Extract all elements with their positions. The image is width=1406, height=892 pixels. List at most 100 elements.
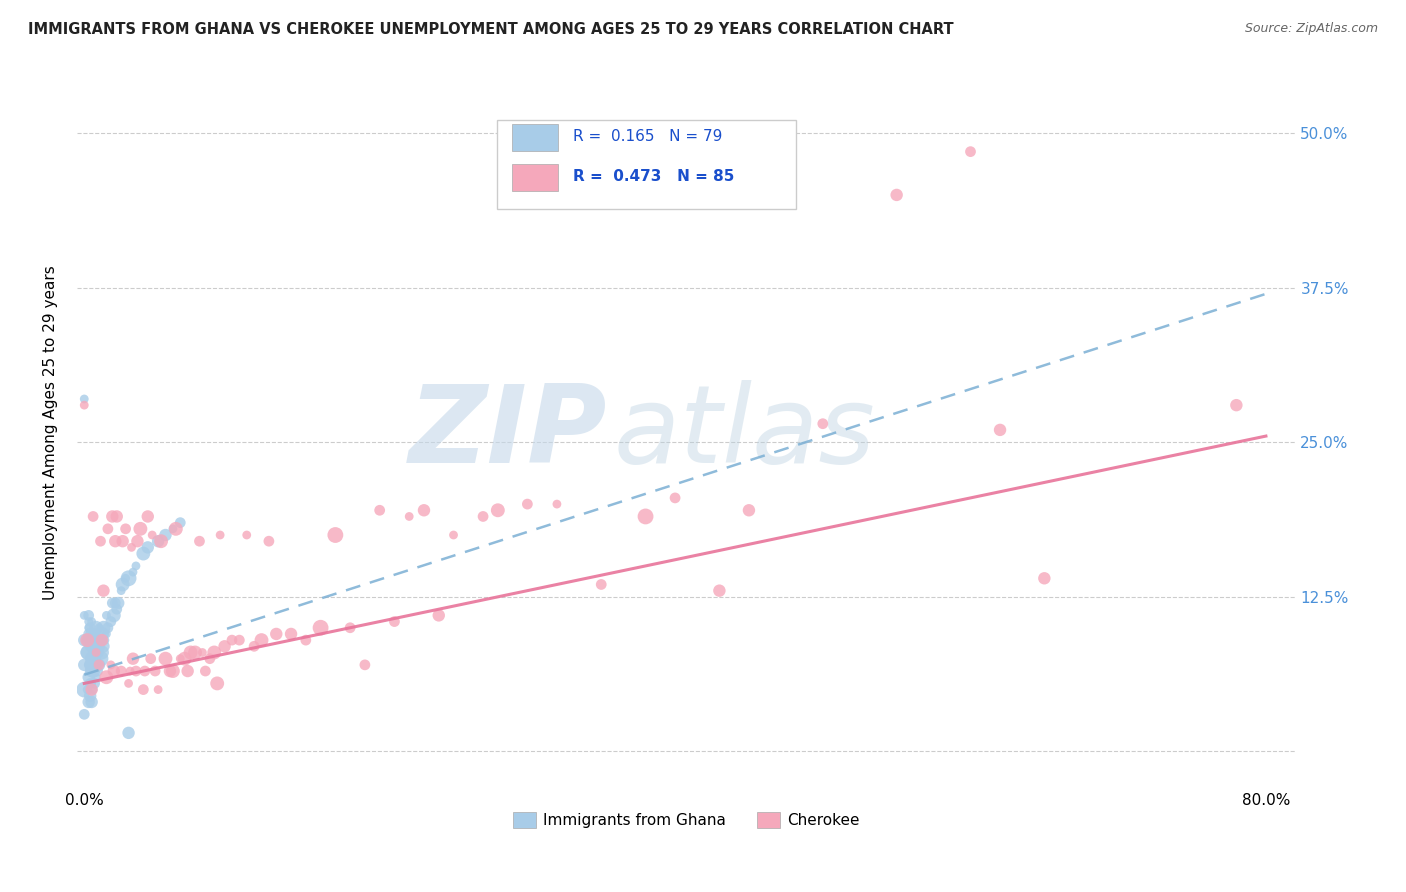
Point bbox=[79, 676, 101, 690]
Point bbox=[83, 657, 105, 672]
Point bbox=[76, 633, 98, 648]
Point bbox=[83, 676, 105, 690]
Point bbox=[82, 633, 104, 648]
Point bbox=[114, 522, 136, 536]
Point bbox=[111, 534, 134, 549]
Point bbox=[77, 645, 100, 659]
Point bbox=[87, 640, 110, 654]
Point bbox=[76, 682, 98, 697]
Point bbox=[79, 640, 101, 654]
Point bbox=[110, 664, 132, 678]
Point bbox=[339, 621, 361, 635]
Point bbox=[80, 676, 103, 690]
Point bbox=[97, 621, 120, 635]
Point bbox=[250, 633, 273, 648]
Point bbox=[77, 633, 100, 648]
Point bbox=[87, 657, 110, 672]
Point bbox=[413, 503, 436, 517]
Point bbox=[80, 615, 103, 629]
Point bbox=[738, 503, 761, 517]
Point bbox=[79, 621, 101, 635]
Point bbox=[221, 633, 243, 648]
Point bbox=[79, 651, 101, 665]
Point bbox=[84, 670, 107, 684]
Point bbox=[117, 726, 139, 740]
Point bbox=[80, 640, 103, 654]
Point bbox=[83, 645, 105, 659]
Point bbox=[103, 608, 125, 623]
Text: atlas: atlas bbox=[613, 381, 875, 485]
Point bbox=[1225, 398, 1247, 412]
Point bbox=[79, 664, 101, 678]
Point bbox=[73, 633, 96, 648]
Point bbox=[105, 509, 128, 524]
Point bbox=[173, 651, 195, 665]
Point bbox=[136, 541, 159, 555]
Point bbox=[77, 621, 100, 635]
Point bbox=[79, 633, 101, 648]
Point bbox=[77, 608, 100, 623]
Point bbox=[136, 509, 159, 524]
Point bbox=[100, 657, 122, 672]
Point bbox=[143, 664, 166, 678]
Point bbox=[89, 633, 111, 648]
Point bbox=[132, 682, 155, 697]
Point bbox=[73, 657, 96, 672]
Point bbox=[191, 645, 214, 659]
Point bbox=[886, 188, 908, 202]
Point bbox=[121, 541, 143, 555]
Legend: Immigrants from Ghana, Cherokee: Immigrants from Ghana, Cherokee bbox=[506, 806, 866, 834]
Point bbox=[111, 577, 134, 591]
Point bbox=[122, 651, 145, 665]
FancyBboxPatch shape bbox=[512, 124, 558, 151]
Point bbox=[84, 621, 107, 635]
Point bbox=[176, 664, 198, 678]
Point bbox=[198, 651, 221, 665]
Y-axis label: Unemployment Among Ages 25 to 29 years: Unemployment Among Ages 25 to 29 years bbox=[44, 266, 58, 600]
Point bbox=[96, 670, 118, 684]
Point bbox=[93, 640, 115, 654]
Point bbox=[82, 682, 104, 697]
Point bbox=[93, 621, 115, 635]
Point bbox=[104, 534, 127, 549]
Point bbox=[309, 621, 332, 635]
Point bbox=[101, 509, 124, 524]
Point bbox=[82, 651, 104, 665]
Point bbox=[82, 509, 104, 524]
Point bbox=[427, 608, 450, 623]
Point bbox=[188, 534, 211, 549]
Point bbox=[83, 627, 105, 641]
Point bbox=[91, 645, 114, 659]
Point bbox=[243, 640, 266, 654]
Point bbox=[546, 497, 568, 511]
Point bbox=[139, 651, 162, 665]
Point bbox=[959, 145, 981, 159]
Point bbox=[93, 583, 115, 598]
Point bbox=[117, 571, 139, 585]
Point bbox=[169, 516, 191, 530]
Point bbox=[384, 615, 406, 629]
Point bbox=[141, 528, 163, 542]
Point bbox=[73, 682, 96, 697]
Point bbox=[169, 651, 191, 665]
Point bbox=[214, 640, 236, 654]
Point bbox=[988, 423, 1011, 437]
Point bbox=[162, 522, 184, 536]
Point bbox=[146, 534, 169, 549]
Point bbox=[664, 491, 686, 505]
Point bbox=[80, 664, 103, 678]
Point bbox=[129, 522, 152, 536]
Point bbox=[91, 633, 114, 648]
Point bbox=[77, 627, 100, 641]
Point bbox=[82, 664, 104, 678]
FancyBboxPatch shape bbox=[512, 164, 558, 191]
Point bbox=[76, 645, 98, 659]
Point bbox=[180, 645, 202, 659]
Point bbox=[103, 664, 125, 678]
Point bbox=[80, 682, 103, 697]
Point bbox=[73, 392, 96, 406]
Text: IMMIGRANTS FROM GHANA VS CHEROKEE UNEMPLOYMENT AMONG AGES 25 TO 29 YEARS CORRELA: IMMIGRANTS FROM GHANA VS CHEROKEE UNEMPL… bbox=[28, 22, 953, 37]
FancyBboxPatch shape bbox=[498, 120, 796, 209]
Point bbox=[91, 627, 114, 641]
Point bbox=[295, 633, 318, 648]
